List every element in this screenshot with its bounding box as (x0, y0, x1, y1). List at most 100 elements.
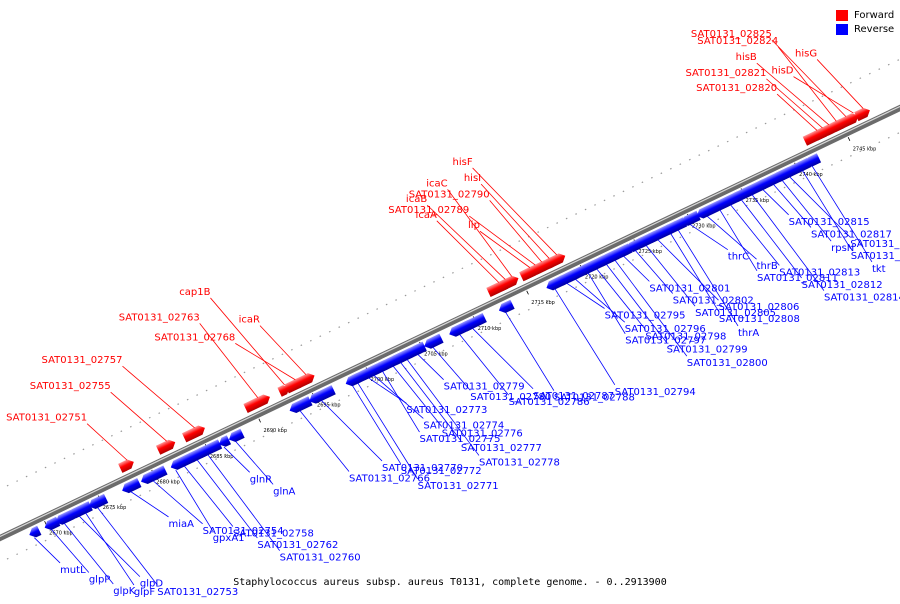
leader-line (79, 515, 141, 577)
leader-line (489, 200, 542, 263)
leader-line (802, 170, 852, 250)
gene-label-sat0131-02775: SAT0131_02775 (419, 434, 500, 445)
leader-line (730, 204, 780, 266)
gene-sat0131-02754 (141, 465, 168, 485)
tick-label: 2720 kbp (585, 275, 609, 281)
leader-line (575, 278, 626, 323)
gene-sat0131-02751 (118, 459, 134, 473)
gene-label-sat0131-02795: SAT0131_02795 (605, 311, 686, 322)
leader-line (122, 365, 195, 429)
gene-label-sat0131-02800: SAT0131_02800 (687, 358, 768, 369)
gene-label-glpp: glpP (89, 574, 111, 585)
gene-label-sat0131-02760: SAT0131_02760 (280, 553, 361, 564)
leader-line (689, 224, 729, 250)
gene-icac (502, 275, 519, 290)
gene-glpp (44, 516, 61, 531)
gene-hisd (846, 113, 859, 125)
leader-line (406, 359, 480, 456)
tick-mark (258, 418, 261, 423)
gene-label-sat0131-02817: SAT0131_02817 (811, 229, 892, 240)
gene-label-sat0131-02772: SAT0131_02772 (401, 466, 482, 477)
leader-line (436, 220, 500, 283)
gene-label-sat0131-02754: SAT0131_02754 (203, 526, 284, 537)
backbone-bar (0, 104, 900, 542)
gene-features (29, 107, 870, 538)
gene-label-sat0131-02824: SAT0131_02824 (697, 36, 778, 47)
gene-label-sat0131-02794: SAT0131_02794 (615, 387, 696, 398)
gene-label-sat0131-02771: SAT0131_02771 (418, 481, 499, 492)
gene-label-sat0131-02757: SAT0131_02757 (42, 355, 123, 366)
leader-line (400, 362, 462, 442)
leader-line (793, 76, 854, 114)
gene-label-sat0131-02797: SAT0131_02797 (625, 336, 706, 347)
leader-line (382, 371, 420, 433)
gene-label-hisg: hisG (795, 48, 817, 59)
gene-label-sat0131-02766: SAT0131_02766 (349, 473, 430, 484)
gene-sat0131-02763 (243, 394, 270, 413)
gene-label-miaa: miaA (168, 519, 194, 530)
leader-line (392, 365, 443, 427)
gene-sat0131-02788 (498, 299, 515, 314)
leader-line (130, 491, 169, 518)
leader-line (469, 215, 536, 266)
gene-tkt (805, 153, 822, 167)
leader-line (480, 183, 550, 259)
leader-line (811, 165, 873, 263)
leader-line (34, 537, 61, 564)
leader-line (657, 239, 719, 301)
tick-label: 2680 kbp (156, 479, 180, 485)
gene-label-sat0131-02820: SAT0131_02820 (696, 83, 777, 94)
tick-label: 2730 kbp (692, 223, 716, 229)
gene-sat0131-02760 (195, 439, 223, 458)
leader-line (352, 385, 402, 465)
gene-label-sat0131-02788: SAT0131_02788 (554, 393, 635, 404)
gene-label-sat0131-02811: SAT0131_02811 (757, 273, 838, 284)
gene-sat0131-02766 (289, 396, 313, 414)
gene-label-sat0131-02790: SAT0131_02790 (409, 189, 490, 200)
tick-label: 2715 kbp (531, 300, 555, 306)
forward-swatch (836, 9, 848, 21)
gene-label-sat0131-02770: SAT0131_02770 (382, 463, 463, 474)
leader-line (447, 189, 513, 277)
gene-label-sat0131-02815: SAT0131_02815 (789, 217, 870, 228)
gene-label-sat0131-02813: SAT0131_02813 (779, 267, 860, 278)
gene-label-sat0131-02812: SAT0131_02812 (802, 280, 883, 291)
gene-thrb (696, 201, 720, 219)
leader-line (97, 507, 158, 586)
gene-label-glna: glnA (273, 486, 295, 497)
gene-label-sat0131-02787: SAT0131_02787 (533, 391, 614, 402)
tick-label: 2685 kbp (210, 454, 234, 460)
legend-item-reverse: Reverse (836, 22, 894, 36)
tick-label: 2700 kbp (371, 377, 395, 383)
gene-sat0131-02753 (88, 493, 109, 509)
gene-label-sat0131-02801: SAT0131_02801 (649, 283, 730, 294)
legend-label-reverse: Reverse (854, 23, 895, 35)
gene-label-thrc: thrC (728, 252, 749, 263)
leader-line (235, 343, 296, 381)
leader-line (623, 255, 650, 282)
leader-line (299, 410, 350, 472)
gene-label-sat0131-02780: SAT0131_02780 (470, 392, 551, 403)
leader-line (85, 512, 135, 586)
tick-label: 2690 kbp (263, 428, 287, 434)
gene-label-glnr: glnR (250, 474, 272, 485)
gene-label-hisd: hisD (771, 66, 793, 77)
gene-sat0131-02787 (460, 312, 487, 332)
tick-label: 2695 kbp (317, 403, 341, 409)
gene-label-sat0131-02758: SAT0131_02758 (233, 528, 314, 539)
leader-line (235, 441, 274, 485)
leader-line (776, 93, 818, 131)
leader-line (207, 454, 280, 551)
gene-mutl (29, 525, 42, 538)
gene-label-thrb: thrB (757, 261, 778, 272)
gene-label-sat0131-02762: SAT0131_02762 (257, 540, 338, 551)
gene-glnr (218, 435, 232, 447)
gene-thrc (681, 210, 701, 226)
leader-line (645, 245, 696, 307)
gene-label-sat0131-02776: SAT0131_02776 (442, 429, 523, 440)
leader-line (706, 215, 757, 260)
leader-line (472, 328, 534, 390)
leader-line (51, 529, 90, 573)
